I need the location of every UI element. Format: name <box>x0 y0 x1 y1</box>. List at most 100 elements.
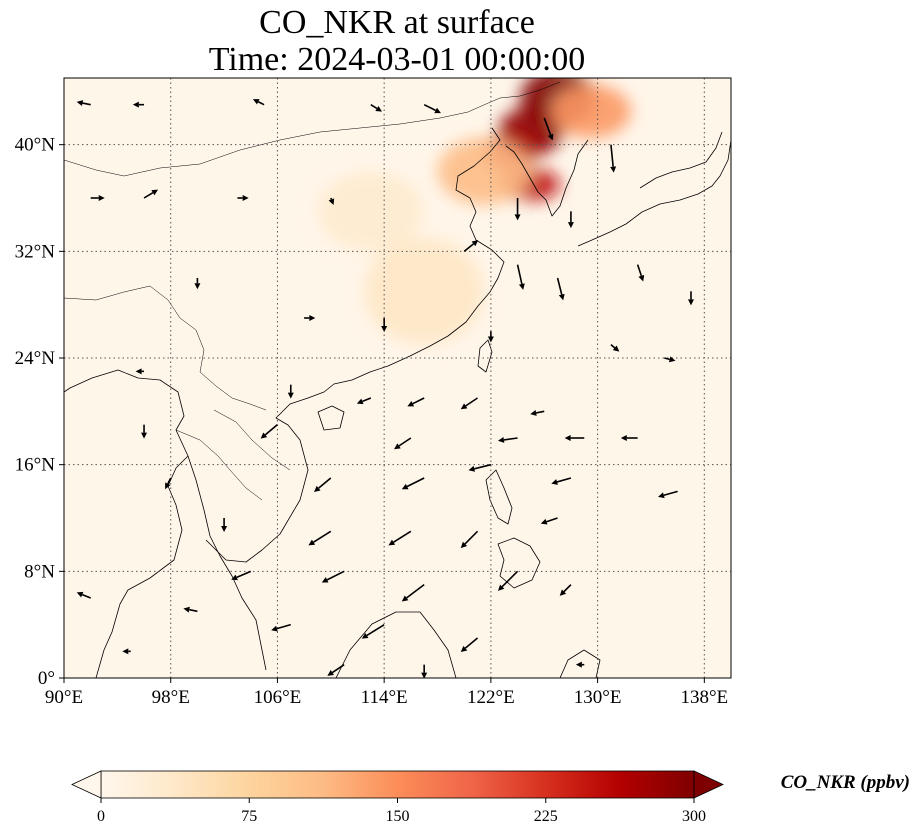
wind-arrow <box>514 198 521 221</box>
coastline-sulawesi <box>559 649 601 678</box>
y-tick-label: 24°N <box>15 348 56 369</box>
wind-arrow <box>530 410 545 416</box>
wind-arrow <box>90 195 105 201</box>
concentration-blob <box>364 238 485 345</box>
wind-arrow <box>551 477 572 485</box>
wind-arrow <box>610 144 617 173</box>
wind-arrow <box>237 195 249 201</box>
wind-arrow <box>421 664 428 678</box>
wind-arrow <box>687 291 694 306</box>
colorbar-ticks: 0 75 150 225 300 <box>97 798 706 825</box>
coastline-taiwan <box>477 339 493 373</box>
x-tick-label: 122°E <box>467 687 515 708</box>
wind-arrow <box>76 100 91 106</box>
wind-arrow <box>143 189 159 199</box>
wind-arrow <box>141 424 148 439</box>
wind-arrow <box>556 277 565 301</box>
colorbar: 0 75 150 225 300 CO_NKR (ppbv) <box>71 770 910 825</box>
map-panel: 90°E 98°E 106°E 114°E 122°E 130°E 138°E 0° 8°N 1… <box>15 77 732 708</box>
wind-arrow <box>497 570 519 591</box>
wind-arrow <box>221 518 228 532</box>
concentration-blob <box>550 84 631 138</box>
wind-arrow <box>540 517 558 525</box>
map-frame <box>63 77 732 679</box>
coastline-borneo <box>335 611 457 678</box>
coastline-malay <box>187 455 267 671</box>
colorbar-extend-max <box>693 770 724 799</box>
wind-arrow <box>381 318 388 332</box>
wind-arrow <box>460 397 478 410</box>
wind-arrow <box>304 315 316 321</box>
wind-arrow <box>468 463 492 472</box>
wind-arrow <box>308 530 332 546</box>
coastline-mindanao <box>497 537 541 589</box>
wind-arrow <box>361 623 385 639</box>
wind-arrow <box>575 661 585 668</box>
colorbar-body <box>100 770 695 799</box>
x-tick-label: 106°E <box>254 687 302 708</box>
colorbar-tick-label: 300 <box>682 808 706 825</box>
colorbar-label: CO_NKR (ppbv) <box>781 772 910 793</box>
wind-arrow <box>559 584 572 596</box>
wind-arrow <box>407 397 425 407</box>
colorbar-tick-label: 225 <box>534 808 558 825</box>
coastline-korea <box>505 139 589 217</box>
coastline-hainan <box>317 405 345 431</box>
wind-arrow <box>460 530 479 549</box>
wind-arrow <box>260 424 278 439</box>
colorbar-extend-min <box>71 770 102 799</box>
concentration-field <box>317 78 631 345</box>
x-tick-label: 138°E <box>680 687 728 708</box>
wind-arrow <box>610 344 620 352</box>
wind-arrow <box>231 570 252 581</box>
wind-arrow <box>460 637 479 652</box>
wind-arrow <box>370 103 383 112</box>
wind-arrow <box>543 117 554 141</box>
wind-arrow <box>463 240 479 252</box>
colorbar-tick-label: 75 <box>241 808 257 825</box>
concentration-blob <box>437 138 531 205</box>
y-tick-label: 16°N <box>15 455 56 476</box>
wind-arrow <box>516 264 525 290</box>
wind-arrow <box>497 436 518 443</box>
x-tick-label: 130°E <box>574 687 622 708</box>
coastline-mainland <box>64 369 189 678</box>
wind-arrow <box>76 591 91 599</box>
concentration-blob <box>317 171 425 252</box>
title-line-2: Time: 2024-03-01 00:00:00 <box>209 41 586 78</box>
wind-arrow <box>401 584 425 602</box>
wind-vectors <box>76 99 694 678</box>
wind-arrow <box>636 264 645 282</box>
wind-arrow <box>327 664 345 676</box>
wind-arrow <box>314 477 332 492</box>
x-tick-label: 98°E <box>152 687 190 708</box>
wind-arrow <box>487 331 494 343</box>
wind-arrow <box>122 648 131 655</box>
x-tick-label: 114°E <box>361 687 408 708</box>
wind-arrow <box>664 356 676 363</box>
map-background <box>64 78 731 678</box>
wind-arrow <box>271 623 291 632</box>
wind-arrow <box>135 368 145 375</box>
y-tick-label: 40°N <box>15 135 56 156</box>
wind-arrow <box>287 384 294 399</box>
y-tick-label: 0° <box>38 668 55 689</box>
wind-arrow <box>356 397 372 405</box>
wind-arrow <box>321 570 345 583</box>
wind-arrow <box>165 477 172 490</box>
wind-arrow <box>388 530 412 546</box>
country-borders <box>64 81 561 501</box>
wind-arrow <box>564 435 585 441</box>
coastline-indochina <box>205 127 505 563</box>
y-tick-label: 8°N <box>24 561 55 582</box>
wind-arrow <box>183 606 198 613</box>
wind-arrow <box>423 103 441 114</box>
wind-arrow <box>567 211 574 229</box>
graticule <box>64 78 731 678</box>
coastline-japan <box>577 131 731 247</box>
wind-arrow <box>132 101 145 108</box>
y-axis-ticks: 0° 8°N 16°N 24°N 32°N 40°N <box>15 135 64 689</box>
x-tick-label: 90°E <box>45 687 83 708</box>
x-axis-ticks: 90°E 98°E 106°E 114°E 122°E 130°E 138°E <box>45 678 728 708</box>
